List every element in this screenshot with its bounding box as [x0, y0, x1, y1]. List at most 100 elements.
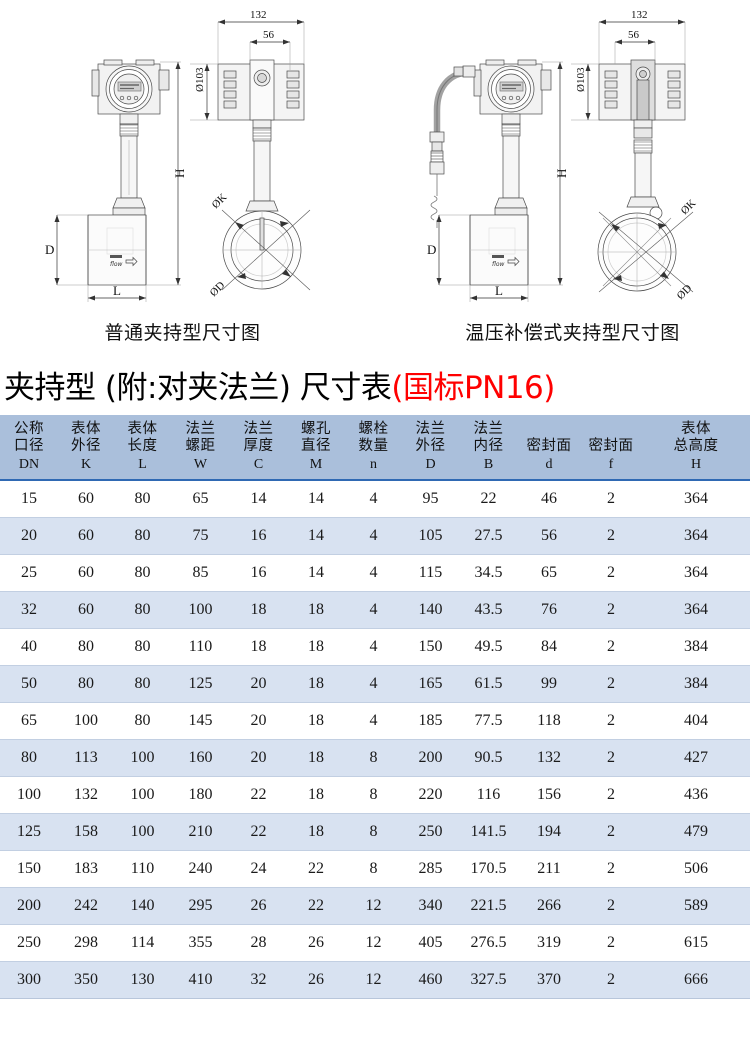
col-header-L: 表体 长度 L [114, 415, 171, 481]
table-cell: 194 [518, 813, 580, 851]
table-cell: 4 [345, 628, 402, 666]
table-cell: 160 [171, 739, 230, 777]
table-cell: 18 [287, 628, 345, 666]
table-cell: 85 [171, 554, 230, 592]
table-row: 125 158 100 210 22 18 8 250 141.5 194 2 479 [0, 813, 750, 851]
col-header-zh1: 法兰 [243, 421, 274, 437]
table-cell: 266 [518, 887, 580, 925]
table-cell: 118 [518, 702, 580, 740]
table-cell: 105 [402, 517, 459, 555]
table-row: 250 298 114 355 28 26 12 405 276.5 319 2 615 [0, 924, 750, 962]
table-cell: 2 [580, 665, 642, 703]
col-header-sym: L [138, 457, 147, 472]
drawing-captions: 普通夹持型尺寸图 温压补偿式夹持型尺寸图 [0, 318, 750, 358]
table-cell: 200 [0, 887, 58, 925]
table-cell: 77.5 [459, 702, 518, 740]
table-cell: 32 [230, 961, 287, 999]
col-header-sym: W [193, 457, 208, 472]
dim-D-right: D [427, 242, 436, 257]
table-cell: 4 [345, 517, 402, 555]
table-cell: 16 [230, 517, 287, 555]
table-cell: 18 [287, 813, 345, 851]
table-cell: 2 [580, 702, 642, 740]
table-cell: 43.5 [459, 591, 518, 629]
table-cell: 8 [345, 776, 402, 814]
page-title-main: 夹持型 (附:对夹法兰) 尺寸表 [4, 370, 392, 406]
col-header-sym: B [483, 457, 494, 472]
table-cell: 28 [230, 924, 287, 962]
table-cell: 14 [287, 554, 345, 592]
table-cell: 25 [0, 554, 58, 592]
col-header-sym: n [370, 457, 377, 472]
col-header-sym: K [80, 457, 92, 472]
table-cell: 80 [114, 554, 171, 592]
table-cell: 100 [114, 813, 171, 851]
table-cell: 80 [114, 480, 171, 518]
table-cell: 116 [459, 776, 518, 814]
table-cell: 460 [402, 961, 459, 999]
dim-L-left: L [113, 283, 121, 298]
col-header-sym: DN [18, 457, 40, 472]
col-header-zh1: 螺孔 [301, 421, 331, 437]
caption-temp-pressure-compensated-clamp: 温压补偿式夹持型尺寸图 [465, 322, 680, 344]
col-header-zh2: 长度 [127, 438, 158, 454]
col-header-sym: M [309, 457, 323, 472]
table-cell: 114 [114, 924, 171, 962]
dim-132-right: 132 [631, 9, 648, 21]
page-title-accent: (国标PN16) [391, 370, 555, 406]
dim-H-left: H [172, 169, 187, 178]
table-cell: 80 [114, 665, 171, 703]
table-cell: 18 [287, 665, 345, 703]
table-cell: 113 [58, 739, 114, 777]
table-cell: 46 [518, 480, 580, 518]
table-cell: 4 [345, 480, 402, 518]
col-header-DN: 公称 口径 DN [0, 415, 58, 481]
table-row: 150 183 110 240 24 22 8 285 170.5 211 2 506 [0, 850, 750, 888]
col-header-sym: D [425, 457, 436, 472]
table-cell: 50 [0, 665, 58, 703]
col-header-zh2: 外径 [71, 438, 101, 454]
table-cell: 12 [345, 961, 402, 999]
dim-OD-right: ØD [675, 282, 695, 302]
table-cell: 14 [287, 517, 345, 555]
table-cell: 666 [642, 961, 750, 999]
table-cell: 18 [230, 591, 287, 629]
table-cell: 22 [459, 480, 518, 518]
table-cell: 20 [230, 739, 287, 777]
table-cell: 18 [287, 739, 345, 777]
table-cell: 18 [287, 776, 345, 814]
table-cell: 2 [580, 554, 642, 592]
table-cell: 364 [642, 517, 750, 555]
table-cell: 405 [402, 924, 459, 962]
table-cell: 221.5 [459, 887, 518, 925]
table-cell: 80 [114, 702, 171, 740]
table-cell: 100 [58, 702, 114, 740]
table-cell: 436 [642, 776, 750, 814]
col-header-sym: C [253, 457, 264, 472]
table-cell: 60 [58, 480, 114, 518]
table-cell: 242 [58, 887, 114, 925]
table-cell: 240 [171, 850, 230, 888]
table-cell: 110 [114, 850, 171, 888]
table-cell: 183 [58, 850, 114, 888]
table-cell: 2 [580, 480, 642, 518]
table-cell: 18 [287, 591, 345, 629]
col-header-M: 螺孔 直径 M [287, 415, 345, 481]
table-cell: 295 [171, 887, 230, 925]
col-header-zh2: 直径 [301, 438, 331, 454]
col-header-zh1: 法兰 [473, 421, 504, 437]
table-cell: 145 [171, 702, 230, 740]
table-cell: 2 [580, 887, 642, 925]
table-cell: 4 [345, 591, 402, 629]
table-cell: 16 [230, 554, 287, 592]
table-cell: 2 [580, 517, 642, 555]
col-header-zh2: 厚度 [243, 438, 274, 454]
dim-D-left: D [45, 242, 54, 257]
drawings-panel: flow D L [0, 0, 750, 318]
table-cell: 300 [0, 961, 58, 999]
table-cell: 2 [580, 961, 642, 999]
col-header-B: 法兰 内径 B [459, 415, 518, 481]
col-header-zh1: 螺栓 [358, 421, 389, 437]
table-cell: 4 [345, 665, 402, 703]
table-row: 80 113 100 160 20 18 8 200 90.5 132 2 427 [0, 739, 750, 777]
